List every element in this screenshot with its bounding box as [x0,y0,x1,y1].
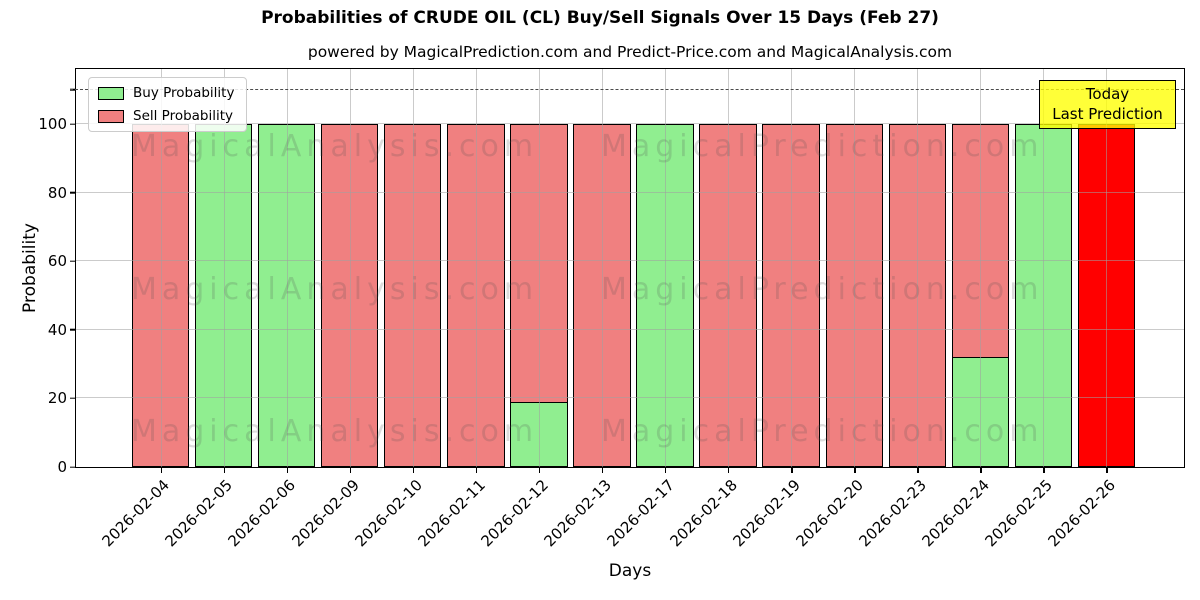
x-tick-label: 2026-02-04 [98,476,174,551]
x-tick-mark [601,467,604,473]
y-tick-label: 80 [47,183,67,202]
bar-segment-buy [194,123,253,467]
y-tick-mark [70,260,76,262]
x-tick-mark [286,467,289,473]
y-tick-label: 60 [47,252,67,271]
chart-title: Probabilities of CRUDE OIL (CL) Buy/Sell… [261,8,939,28]
x-tick-mark [475,467,478,473]
x-tick-label: 2026-02-06 [225,476,300,551]
y-tick-label: 100 [38,114,67,133]
today-annotation-line1: Today [1085,85,1130,103]
y-tick-label: 40 [47,320,67,339]
x-tick-label: 2026-02-09 [288,476,363,551]
today-annotation-line2: Last Prediction [1052,104,1163,123]
y-tick-mark [70,466,76,468]
plot-area: 2026-02-04 2026-02-05 2026-02-06 2026-02-09… [38,68,1185,550]
y-tick-mark [70,191,76,194]
bar-segment-buy [951,357,1010,467]
legend-label: Buy Probability [133,85,235,101]
x-tick-mark [854,467,856,473]
x-tick-mark [980,467,982,473]
bar-segment-sell [573,123,631,467]
today-annotation: Today Last Prediction [1039,80,1176,129]
threshold-dashed-line [70,88,1184,90]
bar-segment-sell [321,123,379,467]
bar-slot [444,69,507,467]
x-tick-label: 2026-02-19 [729,476,804,551]
bar-segment-today [1077,123,1136,467]
y-tick-mark [70,397,76,400]
bar-slot [949,69,1012,467]
bar-segment-sell [951,123,1010,358]
x-tick-mark [349,467,352,473]
bar-segment-buy [636,123,694,467]
y-tick-label: 0 [57,458,67,476]
x-tick-mark [538,467,541,473]
x-tick-label: 2026-02-12 [477,476,552,551]
y-tick-mark [70,88,76,91]
bar-slot [318,69,381,467]
x-tick-label: 2026-02-23 [855,476,931,551]
y-axis-label: Probability [20,223,40,313]
x-tick-label: 2026-02-10 [351,476,426,551]
bar-segment-buy [1014,123,1073,467]
x-tick-mark [1106,467,1108,473]
bar-segment-sell [510,123,568,402]
x-tick-label: 2026-02-26 [1044,476,1120,551]
bar-slot [697,69,760,467]
x-tick-mark [1043,467,1045,473]
bar-segment-sell [131,123,190,467]
x-tick-label: 2026-02-25 [981,476,1057,551]
x-tick-label: 2026-02-11 [414,476,489,551]
buy-color-swatch [98,86,124,100]
bar-segment-buy [510,401,568,467]
sell-color-swatch [98,109,124,123]
x-tick-label: 2026-02-05 [161,476,237,551]
chart-subtitle: powered by MagicalPrediction.com and Pre… [307,43,953,61]
bar-slot [255,69,318,467]
bars-layer [129,69,1138,467]
x-tick-mark [791,467,793,473]
x-tick-mark [917,467,919,473]
y-tick-label: 20 [47,389,67,408]
x-axis-label: Days [608,561,652,581]
bar-slot [381,69,444,467]
x-tick-label: 2026-02-24 [918,476,994,551]
x-tick-mark [160,467,162,473]
x-tick-label: 2026-02-20 [792,476,867,551]
bar-segment-sell [762,123,820,467]
legend-label: Sell Probability [133,108,234,124]
y-tick-mark [70,329,76,331]
legend-item-buy: Buy Probability [98,85,234,101]
bar-segment-sell [384,123,442,467]
x-tick-mark [412,467,415,473]
x-tick-mark [665,467,667,473]
bar-segment-buy [257,123,316,467]
y-tick-mark [70,123,76,125]
bar-slot [823,69,886,467]
x-tick-label: 2026-02-17 [603,476,678,551]
legend: Buy Probability Sell Probability [88,77,248,132]
bar-segment-sell [699,123,757,467]
bar-segment-sell [825,123,883,467]
legend-item-sell: Sell Probability [98,108,234,124]
x-tick-label: 2026-02-18 [666,476,741,551]
bar-slot [886,69,949,467]
bar-segment-sell [888,123,946,467]
bar-slot [634,69,697,467]
x-tick-mark [223,467,225,473]
bar-slot [760,69,823,467]
x-tick-mark [728,467,730,473]
bar-segment-sell [447,123,505,467]
bar-slot [507,69,570,467]
bar-slot [570,69,633,467]
x-tick-label: 2026-02-13 [540,476,615,551]
